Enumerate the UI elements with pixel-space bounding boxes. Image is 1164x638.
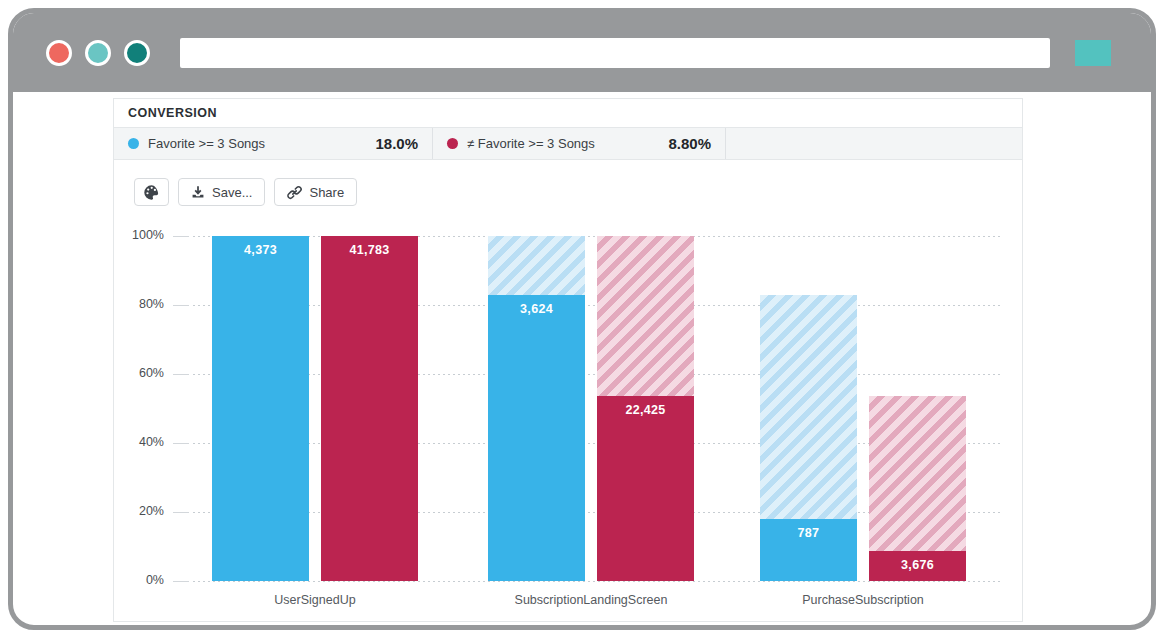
bar-value-label: 4,373: [212, 243, 309, 257]
palette-button[interactable]: [134, 178, 169, 206]
bar-value-label: 3,676: [869, 558, 966, 572]
funnel-bar[interactable]: 4,373: [212, 236, 309, 581]
gridline-dash: [173, 512, 189, 513]
legend-item[interactable]: ≠ Favorite >= 3 Songs8.80%: [433, 128, 726, 159]
window-control-dark-teal[interactable]: [124, 40, 150, 66]
gridline-dash: [173, 581, 189, 582]
legend-color-dot: [128, 138, 139, 149]
save-button-label: Save...: [212, 185, 252, 200]
legend-spacer: [726, 128, 1022, 159]
address-bar[interactable]: [180, 38, 1050, 68]
y-axis-tick-label: 40%: [124, 435, 164, 449]
y-axis-tick-label: 80%: [124, 297, 164, 311]
chart-toolbar: Save... Share: [114, 160, 1022, 206]
legend-item-value: 8.80%: [668, 135, 711, 152]
conversion-panel: CONVERSION Favorite >= 3 Songs18.0%≠ Fav…: [113, 98, 1023, 622]
funnel-bar[interactable]: 41,783: [321, 236, 418, 581]
legend-item-label: ≠ Favorite >= 3 Songs: [467, 136, 668, 151]
x-axis-category-label: UserSignedUp: [165, 593, 465, 607]
bar-value-label: 787: [760, 526, 857, 540]
legend-item-label: Favorite >= 3 Songs: [148, 136, 375, 151]
legend-color-dot: [447, 138, 458, 149]
y-axis-tick-label: 100%: [124, 228, 164, 242]
gridline-dots: [193, 581, 1001, 582]
x-axis-category-label: PurchaseSubscription: [713, 593, 1013, 607]
panel-title: CONVERSION: [114, 99, 1022, 128]
gridline-dash: [173, 374, 189, 375]
legend-item[interactable]: Favorite >= 3 Songs18.0%: [114, 128, 433, 159]
window-control-red[interactable]: [46, 40, 72, 66]
link-icon: [287, 185, 302, 200]
legend-row: Favorite >= 3 Songs18.0%≠ Favorite >= 3 …: [114, 128, 1022, 160]
y-axis-tick-label: 60%: [124, 366, 164, 380]
funnel-bar[interactable]: 22,425: [597, 396, 694, 581]
download-icon: [191, 185, 205, 199]
browser-window: CONVERSION Favorite >= 3 Songs18.0%≠ Fav…: [8, 8, 1156, 630]
window-control-teal[interactable]: [85, 40, 111, 66]
bar-value-label: 22,425: [597, 403, 694, 417]
funnel-chart: 100%80%60%40%20%0%4,3733,62478741,78322,…: [171, 236, 1001, 581]
gridline: [171, 581, 1001, 582]
browser-action-button[interactable]: [1075, 40, 1111, 66]
window-controls: [46, 40, 150, 66]
funnel-bar-dropoff[interactable]: [760, 295, 857, 519]
funnel-bar-dropoff[interactable]: [869, 396, 966, 551]
bar-value-label: 3,624: [488, 302, 585, 316]
share-button-label: Share: [309, 185, 344, 200]
browser-titlebar: [13, 13, 1151, 92]
funnel-bar[interactable]: 3,676: [869, 551, 966, 581]
y-axis-tick-label: 20%: [124, 504, 164, 518]
gridline-dash: [173, 443, 189, 444]
y-axis-tick-label: 0%: [124, 573, 164, 587]
x-axis-category-label: SubscriptionLandingScreen: [441, 593, 741, 607]
funnel-bar-dropoff[interactable]: [597, 236, 694, 396]
gridline-dash: [173, 236, 189, 237]
share-button[interactable]: Share: [274, 178, 357, 206]
funnel-bar[interactable]: 3,624: [488, 295, 585, 581]
palette-icon: [143, 184, 160, 201]
save-button[interactable]: Save...: [178, 178, 265, 206]
legend-item-value: 18.0%: [375, 135, 418, 152]
gridline-dash: [173, 305, 189, 306]
bar-value-label: 41,783: [321, 243, 418, 257]
funnel-bar-dropoff[interactable]: [488, 236, 585, 295]
funnel-bar[interactable]: 787: [760, 519, 857, 581]
